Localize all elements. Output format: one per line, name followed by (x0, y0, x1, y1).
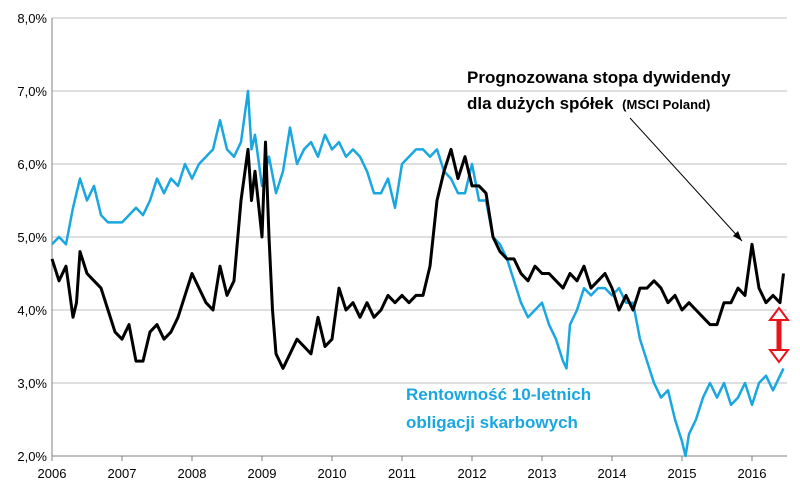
x-tick-label: 2010 (318, 466, 347, 481)
dividend-annotation-source: (MSCI Poland) (622, 97, 710, 112)
y-tick-label: 3,0% (17, 376, 47, 391)
spread-double-arrow (768, 306, 790, 364)
dividend-yield-series-line (50, 140, 785, 370)
x-tick-labels: 2006 2007 2008 2009 2010 2011 2012 2013 2014 2015… (38, 466, 767, 481)
bond-yield-annotation-line2: obligacji skarbowych (406, 413, 578, 432)
dividend-annotation-line2: dla dużych spółek (MSCI Poland) (467, 94, 710, 113)
y-tick-label: 8,0% (17, 11, 47, 26)
x-tick-label: 2011 (388, 466, 416, 481)
series-lines (50, 89, 785, 458)
dividend-annotation-arrow (629, 117, 743, 242)
dividend-annotation-arrowhead (733, 231, 742, 241)
y-tick-labels: 2,0% 3,0% 4,0% 5,0% 6,0% 7,0% 8,0% (17, 11, 47, 464)
x-tick-label: 2009 (248, 466, 277, 481)
y-tick-label: 6,0% (17, 157, 47, 172)
x-tick-label: 2013 (528, 466, 557, 481)
x-tick-label: 2006 (38, 466, 67, 481)
y-tick-label: 7,0% (17, 84, 47, 99)
y-tick-label: 2,0% (17, 449, 47, 464)
x-tick-label: 2016 (738, 466, 767, 481)
x-tick-label: 2007 (108, 466, 137, 481)
bond-yield-annotation-line1: Rentowność 10-letnich (406, 385, 591, 404)
dividend-annotation-line2-main: dla dużych spółek (467, 94, 614, 113)
x-tick-label: 2015 (668, 466, 697, 481)
x-tick-label: 2008 (178, 466, 207, 481)
dividend-annotation-line1: Prognozowana stopa dywidendy (467, 68, 731, 87)
x-tick-label: 2014 (598, 466, 627, 481)
x-tick-label: 2012 (458, 466, 487, 481)
y-tick-label: 4,0% (17, 303, 47, 318)
y-tick-label: 5,0% (17, 230, 47, 245)
grid-lines (52, 17, 787, 384)
axes (51, 18, 787, 461)
bond-yield-series-line (51, 89, 785, 458)
